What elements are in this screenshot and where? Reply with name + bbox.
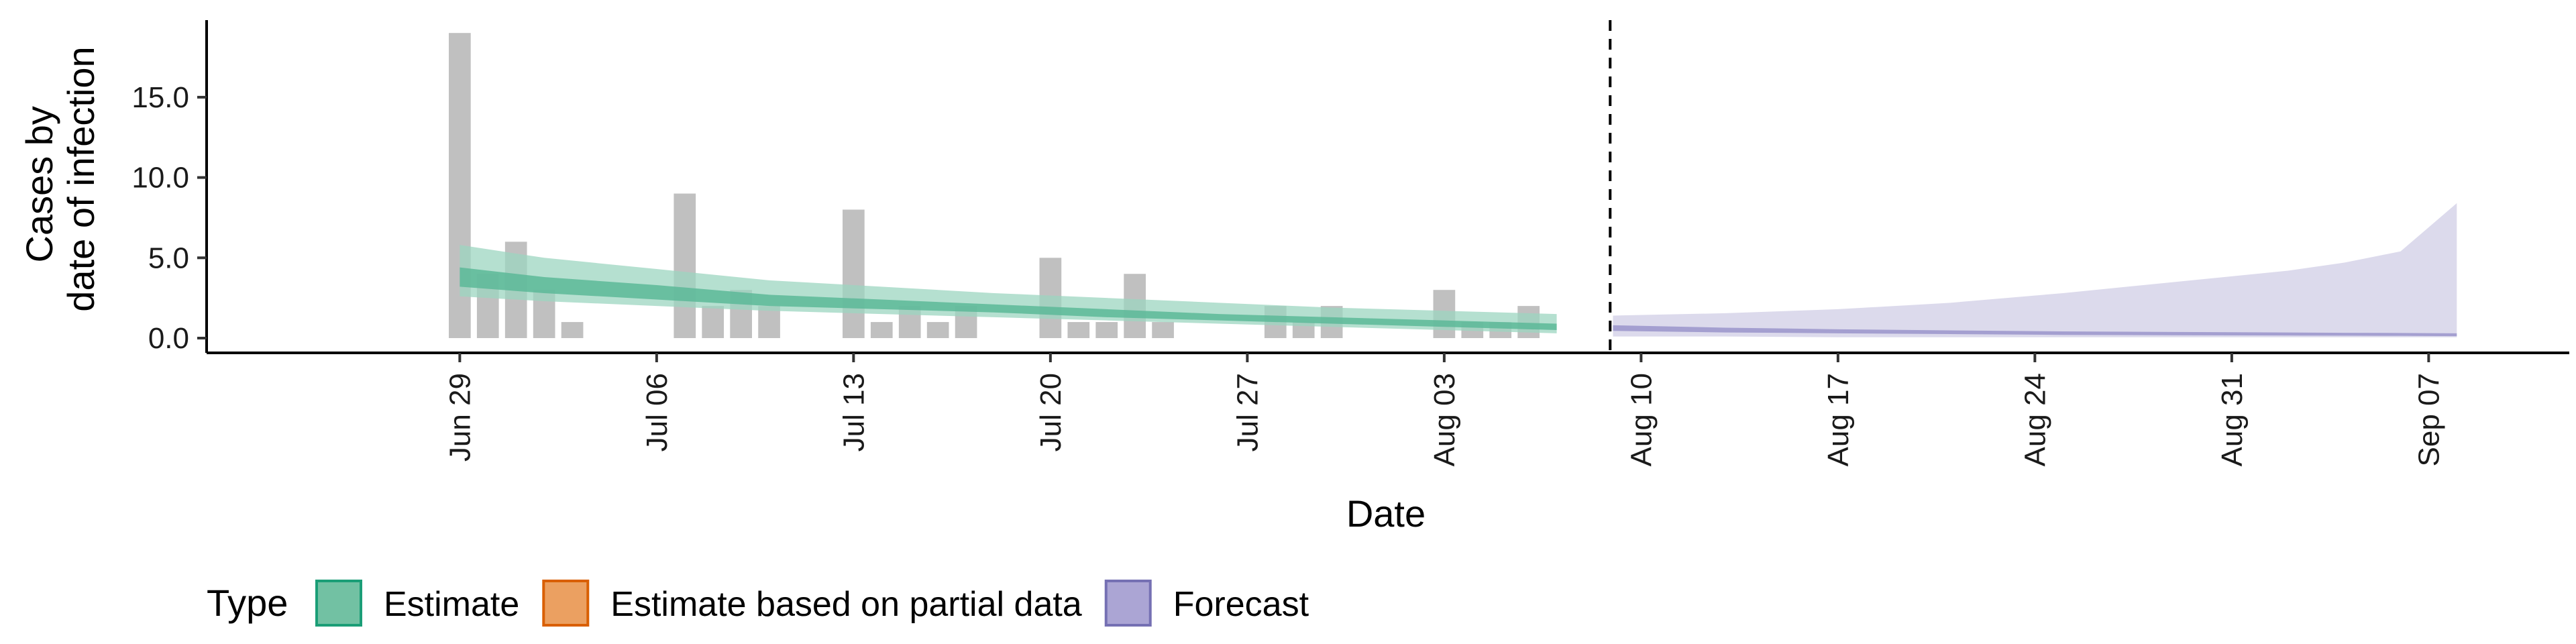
case-bar-2020-07-14: [870, 322, 893, 338]
legend-label-2: Forecast: [1173, 585, 1309, 624]
x-tick-label: Aug 17: [1822, 373, 1855, 466]
legend-label-0: Estimate: [384, 585, 519, 624]
legend-items: Estimate Estimate based on partial data Fo…: [315, 580, 1309, 627]
case-bar-2020-07-03: [561, 322, 584, 338]
y-tick-label: 0.0: [148, 322, 189, 355]
plot-area: [449, 20, 2457, 353]
estimate-outer-band: [460, 245, 1557, 333]
y-tick-label: 15.0: [131, 81, 189, 114]
y-tick-label: 5.0: [148, 241, 189, 274]
x-axis-title: Date: [1346, 492, 1426, 535]
x-tick-label: Aug 24: [2019, 373, 2051, 466]
forecast-outer-band: [1613, 203, 2457, 337]
case-bar-2020-07-08: [702, 306, 724, 338]
y-axis-title-line-1: Cases by: [18, 106, 60, 262]
case-bar-2020-07-24: [1152, 322, 1174, 338]
x-tick-label: Aug 03: [1428, 373, 1461, 466]
case-bar-2020-07-13: [843, 209, 865, 338]
x-ticks: Jun 29 Jul 06 Jul 13 Jul 20 Jul 27 Aug 03 Aug …: [443, 353, 2445, 466]
legend-label-1: Estimate based on partial data: [610, 585, 1082, 624]
y-axis-title: Cases by date of infection: [18, 46, 102, 311]
case-bar-2020-07-21: [1067, 322, 1090, 338]
case-bar-2020-07-10: [758, 306, 780, 338]
axes: 0.05.010.015.0 Jun 29 Jul 06 Jul 13 Jul 20 J…: [18, 20, 2569, 535]
forecast-inner-band: [1613, 325, 2457, 337]
case-bar-2020-07-16: [926, 322, 949, 338]
case-bar-2020-07-07: [674, 193, 696, 338]
legend-key-2: [1104, 580, 1152, 627]
x-tick-label: Aug 10: [1625, 373, 1658, 466]
legend-key-1: [542, 580, 590, 627]
legend-title: Type: [207, 582, 288, 624]
x-tick-label: Sep 07: [2412, 373, 2445, 466]
x-tick-label: Aug 31: [2216, 373, 2249, 466]
estimate-inner-band: [460, 267, 1557, 331]
case-bar-2020-07-22: [1095, 322, 1118, 338]
x-tick-label: Jul 20: [1034, 373, 1067, 451]
y-ticks: 0.0 5.0 10.0 15.0: [131, 81, 207, 355]
legend-key-0: [315, 580, 362, 627]
x-tick-label: Jun 29: [443, 373, 476, 462]
x-tick-label: Jul 27: [1231, 373, 1264, 451]
x-tick-label: Jul 06: [641, 373, 674, 451]
y-tick-label: 10.0: [131, 162, 189, 195]
legend: Type Estimate Estimate based on partial d…: [207, 580, 1309, 627]
y-axis-title-line-2: date of infection: [60, 46, 102, 311]
x-tick-label: Jul 13: [837, 373, 870, 451]
